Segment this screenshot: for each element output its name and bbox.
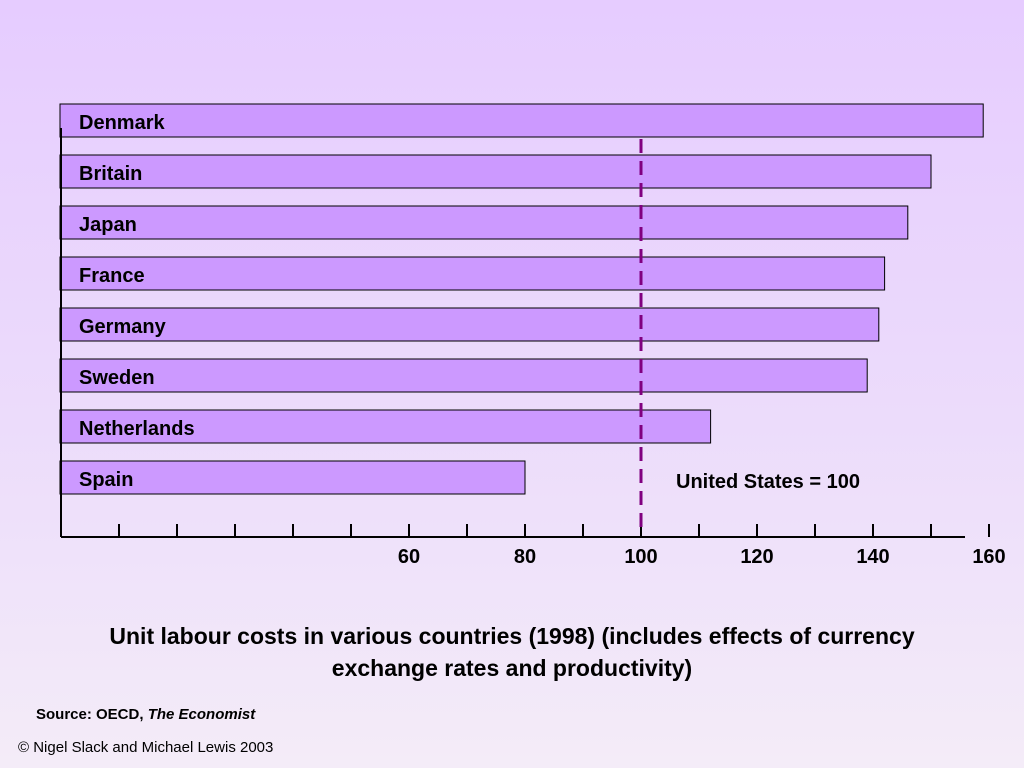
x-axis-tick-labels: 60 80 100 120 140 160 xyxy=(398,546,1006,568)
bar-sweden xyxy=(59,358,868,393)
bar-netherlands xyxy=(59,409,712,444)
bar-denmark xyxy=(59,103,984,138)
bar-label-netherlands: Netherlands xyxy=(79,418,195,440)
x-tick-label-100: 100 xyxy=(624,546,657,568)
source-note: Source: OECD, The Economist xyxy=(36,706,255,723)
x-tick-label-60: 60 xyxy=(398,546,420,568)
x-tick-label-80: 80 xyxy=(514,546,536,568)
x-tick-label-120: 120 xyxy=(740,546,773,568)
x-axis-ticks xyxy=(118,524,990,537)
us-reference-annotation: United States = 100 xyxy=(676,471,860,493)
bar-label-sweden: Sweden xyxy=(79,367,155,389)
copyright-note: © Nigel Slack and Michael Lewis 2003 xyxy=(18,739,274,756)
bar-label-germany: Germany xyxy=(79,316,167,338)
bar-france xyxy=(59,256,886,291)
bar-chart: Denmark Britain Japan France Germany Sweden Ne… xyxy=(59,103,1006,568)
chart-caption: Unit labour costs in various countries (… xyxy=(109,623,915,681)
bars-group: Denmark Britain Japan France Germany Sweden Ne… xyxy=(59,103,984,495)
bar-germany xyxy=(59,307,880,342)
source-publication: The Economist xyxy=(147,706,256,723)
bar-japan xyxy=(59,205,909,240)
bar-label-spain: Spain xyxy=(79,469,133,491)
bar-label-france: France xyxy=(79,265,145,287)
source-prefix: Source: OECD, xyxy=(36,706,148,723)
bar-label-britain: Britain xyxy=(79,163,142,185)
x-tick-label-140: 140 xyxy=(856,546,889,568)
bar-britain xyxy=(59,154,932,189)
bar-label-japan: Japan xyxy=(79,214,137,236)
bar-label-denmark: Denmark xyxy=(79,112,165,134)
bar-spain xyxy=(59,460,526,495)
x-tick-label-160: 160 xyxy=(972,546,1005,568)
